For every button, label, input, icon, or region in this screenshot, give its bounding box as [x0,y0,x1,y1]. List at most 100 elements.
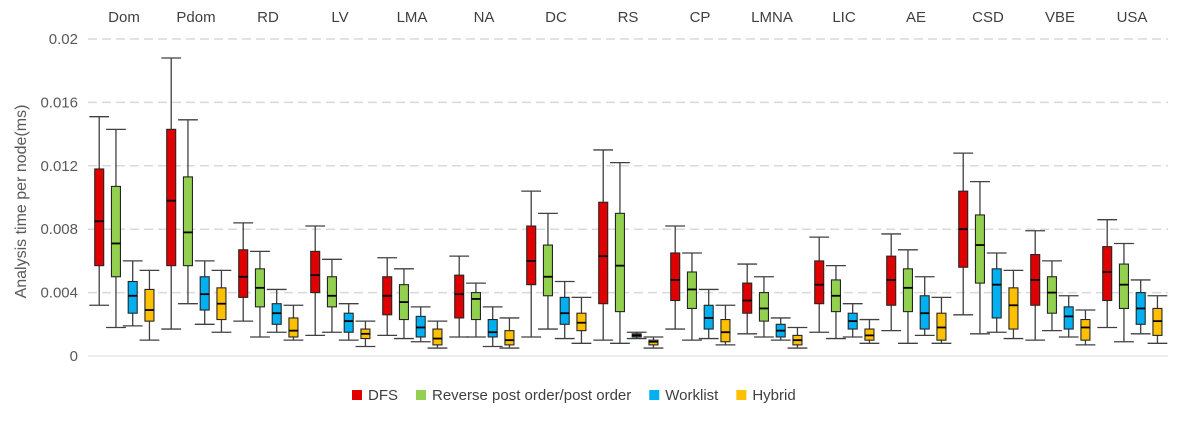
box-iqr [1102,246,1113,302]
box-iqr [559,296,570,325]
box-hybrid-dc [571,296,592,344]
box-hybrid-csd [1003,269,1024,340]
category-label: AE [906,9,926,26]
box-hybrid-rd [283,304,304,341]
box-iqr [814,260,825,305]
y-tick-label: 0 [70,348,78,365]
box-worklist-rd [266,288,287,333]
box-hybrid-vbe [1075,309,1096,346]
box-iqr [94,168,105,267]
legend-item: DFS [352,387,398,404]
legend-swatch [352,390,362,400]
y-tick-label: 0.016 [40,94,78,111]
box-reverse-post-order-post-order-usa [1114,242,1134,343]
box-iqr [1063,306,1074,330]
box-iqr [991,268,1002,319]
box-dfs-lma [377,257,398,337]
box-iqr [288,317,299,338]
box-reverse-post-order-post-order-vbe [1042,260,1062,332]
box-reverse-post-order-post-order-lv [322,258,342,333]
box-reverse-post-order-post-order-pdom [178,119,198,305]
box-iqr [326,276,338,308]
legend-item: Worklist [649,387,719,404]
box-reverse-post-order-post-order-na [466,282,486,338]
box-worklist-lma [410,306,431,343]
box-iqr [614,212,626,313]
box-dfs-ae [881,233,902,332]
box-dfs-lic [809,236,830,333]
box-iqr [454,274,465,319]
box-worklist-cp [698,288,719,340]
y-tick-label: 0.008 [40,221,78,238]
legend-label: DFS [368,387,398,404]
category-label: LIC [832,9,856,26]
category-label: CP [690,9,711,26]
box-worklist-dc [554,280,575,340]
box-reverse-post-order-post-order-lmna [754,276,774,338]
box-worklist-pdom [194,260,215,325]
box-hybrid-na [499,317,520,349]
box-iqr [742,282,753,314]
category-label: NA [474,9,495,26]
category-label: LMA [397,9,428,26]
y-axis-title: Analysis time per node(ms) [13,105,30,299]
box-worklist-csd [986,252,1007,333]
category-label: USA [1117,9,1148,26]
category-label: LMNA [751,9,793,26]
box-hybrid-lv [355,320,376,348]
box-iqr [1080,318,1091,341]
box-dfs-rs [593,149,614,341]
box-iqr [1008,287,1019,330]
box-iqr [542,244,554,297]
y-axis-ticks: 0 0.004 0.008 0.012 0.016 0.02 [40,31,78,365]
box-hybrid-rs [643,336,664,349]
box-worklist-ae [914,276,935,337]
box-iqr [310,250,321,294]
box-hybrid-lma [427,320,448,349]
box-iqr [487,318,498,338]
y-tick-label: 0.02 [49,31,78,48]
category-label: VBE [1045,9,1075,26]
box-iqr [598,201,609,305]
box-dfs-dc [521,190,542,338]
box-iqr [110,185,122,278]
box-hybrid-lic [859,318,880,344]
box-dfs-csd [953,152,974,316]
box-dfs-dom [89,116,110,306]
box-hybrid-pdom [211,269,232,333]
box-iqr [526,225,537,286]
box-reverse-post-order-post-order-rs [610,161,630,344]
box-hybrid-cp [715,304,736,346]
box-iqr [504,330,515,346]
box-iqr [470,292,482,321]
box-iqr [127,280,138,314]
legend-swatch [416,390,426,400]
y-tick-label: 0.012 [40,158,78,175]
box-worklist-vbe [1058,295,1079,338]
box-reverse-post-order-post-order-lic [826,265,846,340]
box-dfs-lv [305,225,326,337]
box-dfs-lmna [737,263,758,335]
box-hybrid-lmna [787,326,808,349]
category-labels: Dom Pdom RD LV LMA NA DC RS CP LMNA LIC AE CSD VBE USA [108,9,1147,26]
box-iqr [144,288,155,322]
box-reverse-post-order-post-order-rd [250,250,270,338]
box-iqr [166,128,177,267]
box-iqr [974,214,986,284]
category-label: CSD [972,9,1004,26]
box-worklist-usa [1130,279,1151,335]
box-plots [89,57,1168,349]
legend-label: Hybrid [752,387,795,404]
box-iqr [1046,276,1058,314]
box-iqr [1118,263,1130,310]
box-reverse-post-order-post-order-dc [538,212,558,330]
legend-item: Hybrid [736,387,796,404]
y-tick-label: 0.004 [40,285,78,302]
box-hybrid-ae [931,296,952,344]
box-dfs-vbe [1025,230,1046,341]
box-iqr [758,292,770,322]
box-dfs-usa [1097,219,1118,329]
box-dfs-cp [665,225,686,330]
box-dfs-na [449,255,470,338]
